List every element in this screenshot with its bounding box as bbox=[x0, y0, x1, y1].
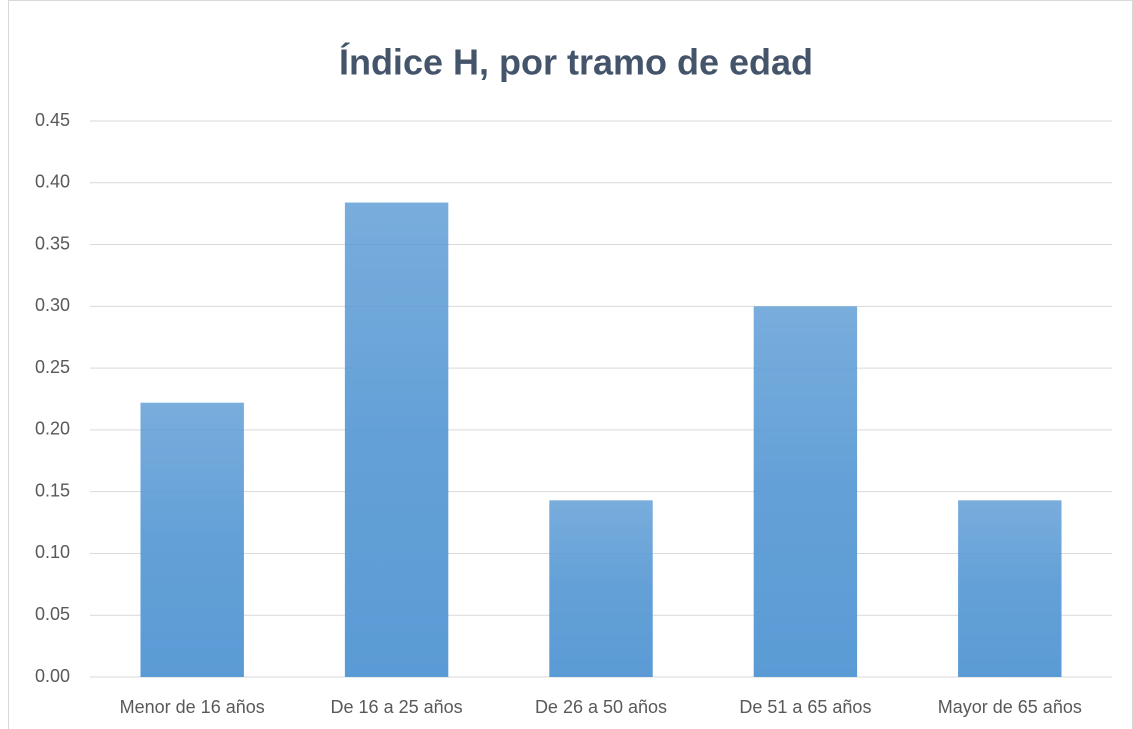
bar bbox=[753, 306, 858, 677]
y-tick-label: 0.40 bbox=[35, 172, 70, 192]
x-tick-label: Menor de 16 años bbox=[120, 697, 265, 717]
bar bbox=[958, 500, 1062, 677]
x-tick-label: De 26 a 50 años bbox=[535, 697, 667, 717]
bar bbox=[344, 202, 449, 677]
y-tick-label: 0.10 bbox=[35, 542, 70, 562]
y-tick-label: 0.25 bbox=[35, 357, 70, 377]
chart-title: Índice H, por tramo de edad bbox=[339, 42, 813, 83]
y-tick-label: 0.15 bbox=[35, 480, 70, 500]
y-tick-label: 0.20 bbox=[35, 419, 70, 439]
y-tick-label: 0.35 bbox=[35, 233, 70, 253]
y-tick-label: 0.00 bbox=[35, 666, 70, 686]
y-tick-label: 0.45 bbox=[35, 110, 70, 130]
x-tick-label: Mayor de 65 años bbox=[938, 697, 1082, 717]
bar bbox=[140, 402, 244, 677]
bar bbox=[549, 500, 653, 677]
x-tick-label: De 16 a 25 años bbox=[331, 697, 463, 717]
y-tick-label: 0.05 bbox=[35, 604, 70, 624]
y-tick-label: 0.30 bbox=[35, 295, 70, 315]
x-tick-label: De 51 a 65 años bbox=[739, 697, 871, 717]
